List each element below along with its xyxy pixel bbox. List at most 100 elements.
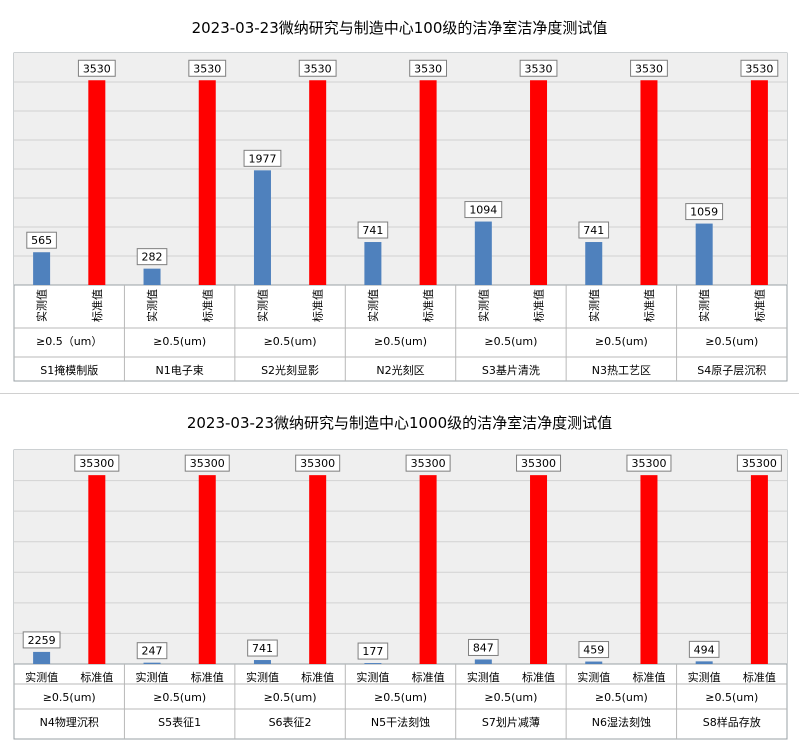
bar-standard — [309, 475, 327, 664]
data-label: 35300 — [742, 457, 777, 470]
series-tick-label: 标准值 — [191, 670, 224, 684]
series-tick-label: 标准值 — [90, 289, 104, 322]
data-label: 3530 — [745, 62, 773, 75]
chart-panel-100: 2023-03-23微纳研究与制造中心100级的洁净室洁净度测试值 565 实测值… — [13, 19, 788, 382]
series-tick-label: 实测值 — [476, 289, 490, 322]
category-tick-label: S7划片减薄 — [482, 715, 540, 729]
bar-standard — [309, 80, 327, 285]
bar-standard — [88, 80, 106, 285]
bar-measured — [695, 661, 713, 664]
series-tick-label: 标准值 — [743, 670, 776, 684]
bar-standard — [750, 475, 768, 664]
size-tick-label: ≥0.5(um) — [153, 691, 206, 704]
data-label-box — [136, 642, 168, 660]
data-label: 3530 — [635, 62, 663, 75]
data-label: 1977 — [248, 152, 276, 165]
chart-100-svg: 565 实测值 3530 标准值 ≥0.5（um） S1掩模制版 282 实测值 3530 标准值… — [13, 52, 788, 382]
data-label-box — [409, 59, 448, 77]
data-label-box — [464, 201, 503, 219]
bar-measured — [143, 662, 161, 664]
category-tick-label: N2光刻区 — [376, 363, 424, 377]
data-label: 3530 — [414, 62, 442, 75]
data-label: 741 — [583, 224, 604, 237]
series-tick-label: 标准值 — [301, 670, 334, 684]
data-label-box — [516, 454, 562, 472]
bar-measured — [364, 242, 382, 285]
series-tick-label: 标准值 — [421, 289, 435, 322]
category-tick-label: S2光刻显影 — [261, 363, 319, 377]
data-label: 3530 — [525, 62, 553, 75]
category-tick-label: N6湿法刻蚀 — [592, 715, 651, 729]
data-label-box — [184, 454, 230, 472]
data-label-box — [688, 640, 720, 658]
bar-standard — [198, 80, 216, 285]
bar-standard — [530, 80, 548, 285]
size-tick-label: ≥0.5(um) — [484, 691, 537, 704]
data-label: 565 — [31, 234, 52, 247]
category-tick-label: S1掩模制版 — [40, 363, 98, 377]
data-label: 3530 — [304, 62, 332, 75]
series-tick-label: 标准值 — [632, 670, 665, 684]
size-tick-label: ≥0.5(um) — [705, 335, 758, 348]
bar-measured — [585, 661, 603, 664]
size-tick-label: ≥0.5(um) — [43, 691, 96, 704]
data-label-box — [630, 59, 668, 77]
bar-standard — [419, 475, 437, 664]
data-label-box — [243, 149, 282, 167]
chart-title: 2023-03-23微纳研究与制造中心1000级的洁净室洁净度测试值 — [186, 414, 613, 432]
data-label-box — [578, 221, 610, 239]
chart-1000-svg: 2259 实测值 35300 标准值 ≥0.5(um) N4物理沉积 247 实测值 35300… — [13, 449, 788, 740]
series-tick-label: 实测值 — [145, 289, 159, 322]
category-tick-label: N3热工艺区 — [592, 364, 651, 377]
series-tick-label: 标准值 — [642, 289, 656, 322]
series-tick-label: 实测值 — [366, 289, 380, 322]
bar-measured — [33, 252, 51, 285]
size-tick-label: ≥0.5(um) — [153, 335, 206, 348]
data-label: 35300 — [521, 457, 556, 470]
bar-measured — [253, 170, 271, 285]
bar-standard — [530, 475, 548, 664]
series-tick-label: 标准值 — [412, 670, 445, 684]
data-label: 35300 — [79, 457, 114, 470]
size-tick-label: ≥0.5(um) — [595, 691, 648, 704]
data-label: 35300 — [190, 457, 225, 470]
series-tick-label: 标准值 — [752, 289, 766, 322]
category-tick-label: S8样品存放 — [703, 715, 761, 729]
chart-title: 2023-03-23微纳研究与制造中心100级的洁净室洁净度测试值 — [191, 19, 608, 37]
data-label-box — [26, 231, 57, 249]
series-tick-label: 实测值 — [688, 670, 721, 684]
data-label-box — [519, 59, 558, 77]
data-label: 35300 — [300, 457, 335, 470]
size-tick-label: ≥0.5(um) — [484, 335, 537, 348]
data-label: 177 — [362, 645, 383, 658]
data-label-box — [578, 641, 610, 659]
series-tick-label: 实测值 — [246, 670, 279, 684]
data-label-box — [74, 454, 120, 472]
category-tick-label: S4原子层沉积 — [697, 364, 766, 377]
series-tick-label: 实测值 — [35, 289, 49, 322]
data-label-box — [405, 454, 451, 472]
series-tick-label: 实测值 — [467, 670, 500, 684]
size-tick-label: ≥0.5(um) — [595, 335, 648, 348]
plot-area — [14, 450, 787, 664]
data-label-box — [685, 203, 724, 221]
bar-standard — [419, 80, 437, 285]
series-tick-label: 实测值 — [25, 670, 58, 684]
category-tick-label: S3基片清洗 — [482, 364, 540, 377]
bar-measured — [143, 268, 161, 285]
data-label: 1059 — [690, 206, 718, 219]
data-label-box — [22, 631, 61, 649]
category-tick-label: S5表征1 — [158, 715, 201, 729]
data-label-box — [188, 59, 227, 77]
chart-panel-1000: 2023-03-23微纳研究与制造中心1000级的洁净室洁净度测试值 2259 实… — [0, 396, 799, 746]
bar-standard — [750, 80, 768, 285]
size-tick-label: ≥0.5(um) — [264, 335, 317, 348]
series-tick-label: 标准值 — [311, 289, 325, 322]
series-tick-label: 实测值 — [577, 670, 610, 684]
size-tick-label: ≥0.5(um) — [264, 691, 317, 704]
series-tick-label: 标准值 — [80, 670, 113, 684]
data-label-box — [247, 639, 278, 657]
series-tick-label: 实测值 — [356, 670, 389, 684]
data-label: 35300 — [631, 457, 666, 470]
series-tick-label: 实测值 — [136, 670, 169, 684]
